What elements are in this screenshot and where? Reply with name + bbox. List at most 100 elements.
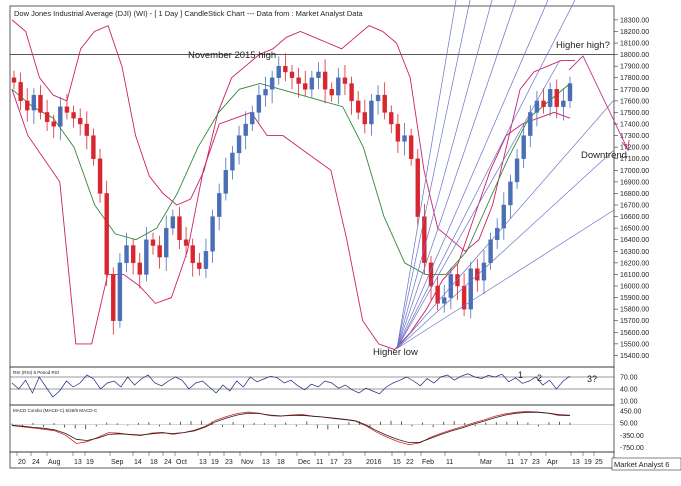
candle-body xyxy=(375,94,381,102)
candle-body xyxy=(455,274,460,287)
candle-body xyxy=(130,245,136,264)
candle-body xyxy=(230,152,235,171)
candle-body xyxy=(461,285,467,310)
candle-body xyxy=(177,216,182,240)
bollinger-upper-band xyxy=(11,19,575,252)
date-axis-label: Apr xyxy=(547,459,559,466)
price-axis-label: 15600.00 xyxy=(620,330,649,337)
price-axis-label: 18000.00 xyxy=(620,52,649,59)
date-axis-label: 17 xyxy=(520,459,528,466)
candle-body xyxy=(164,227,169,258)
november-high-label: November 2015 high xyxy=(188,50,276,61)
candle-body xyxy=(448,274,454,298)
candle-body xyxy=(64,106,70,113)
price-axis-label: 16300.00 xyxy=(620,249,649,256)
candle-body xyxy=(243,123,248,136)
fan-line xyxy=(396,0,576,349)
candle-body xyxy=(508,181,513,206)
candle-body xyxy=(236,135,242,154)
rsi-mark-1: 1 xyxy=(518,370,523,380)
date-axis-label: Feb xyxy=(422,459,434,466)
fan-line xyxy=(396,0,517,349)
date-axis-label: 14 xyxy=(134,459,142,466)
candle-body xyxy=(362,112,368,125)
fan-line xyxy=(396,99,615,349)
candle-body xyxy=(567,83,573,102)
date-axis-label: 23 xyxy=(344,459,352,466)
candle-body xyxy=(91,135,96,159)
candle-body xyxy=(336,77,341,96)
date-axis-label: 19 xyxy=(211,459,219,466)
candle-body xyxy=(197,262,202,269)
candle-body xyxy=(183,239,189,246)
candle-body xyxy=(435,285,440,304)
candle-body xyxy=(547,89,553,107)
price-axis-label: 16000.00 xyxy=(620,284,649,291)
candle-body xyxy=(104,193,109,275)
date-axis-label: 13 xyxy=(74,459,82,466)
rsi-panel-label: RSI (RSI) 5 Period RSI xyxy=(13,370,59,375)
candle-body xyxy=(521,135,526,159)
candle-body xyxy=(342,77,348,84)
candle-body xyxy=(541,100,546,107)
rsi-panel: 10.00 40.00 70.00 xyxy=(10,373,638,406)
price-axis-label: 17700.00 xyxy=(620,87,649,94)
candle-body xyxy=(223,170,229,194)
candle-body xyxy=(309,77,315,90)
fan-line xyxy=(396,59,561,349)
candle-body xyxy=(276,65,281,78)
date-axis-label: 24 xyxy=(32,459,40,466)
candle-body xyxy=(84,123,90,136)
rsi-axis-label: 40.00 xyxy=(620,387,638,394)
candle-body xyxy=(389,112,394,125)
date-axis-label: 13 xyxy=(199,459,207,466)
date-axis-label: Dec xyxy=(298,459,311,466)
price-axis-label: 18300.00 xyxy=(620,17,649,24)
candle-body xyxy=(256,94,262,113)
candle-body xyxy=(144,239,149,275)
candle-body xyxy=(31,94,37,111)
price-axis-label: 16100.00 xyxy=(620,272,649,279)
candle-body xyxy=(395,123,401,142)
price-axis-label: 16400.00 xyxy=(620,237,649,244)
brand-label: Market Analyst 6 xyxy=(614,460,669,469)
candle-body xyxy=(51,121,56,127)
price-axis-label: 18100.00 xyxy=(620,41,649,48)
price-axis: 15400.00 15500.00 15600.00 15700.00 15800.00… xyxy=(614,17,649,360)
candle-body xyxy=(402,135,407,142)
price-panel xyxy=(10,0,630,351)
rsi-line xyxy=(11,373,571,398)
chart-title: Dow Jones Industrial Average (DJI) (WI) … xyxy=(14,9,364,18)
fan-line xyxy=(396,0,471,349)
candle-body xyxy=(137,262,142,275)
candle-body xyxy=(58,106,63,127)
date-axis-label: 24 xyxy=(164,459,172,466)
candle-body xyxy=(329,89,334,96)
price-axis-label: 15900.00 xyxy=(620,295,649,302)
price-axis-label: 17900.00 xyxy=(620,64,649,71)
candle-body xyxy=(322,71,328,90)
candle-body xyxy=(289,71,295,78)
candle-body xyxy=(303,83,308,90)
higher-low-label: Higher low xyxy=(373,347,418,358)
candle-body xyxy=(97,158,103,194)
price-axis-label: 17100.00 xyxy=(620,156,649,163)
macd-axis-label: -350.00 xyxy=(620,433,644,440)
candle-body xyxy=(117,262,123,321)
date-axis-label: 11 xyxy=(316,459,323,466)
price-axis-label: 17800.00 xyxy=(620,75,649,82)
candle-body xyxy=(468,268,473,310)
fan-line xyxy=(396,0,549,349)
candle-body xyxy=(475,268,480,281)
candle-body xyxy=(44,112,50,122)
candle-body xyxy=(71,112,76,119)
candle-body xyxy=(250,112,255,125)
date-axis-label: 13 xyxy=(572,459,580,466)
downtrend-arrow xyxy=(568,55,629,151)
date-axis-label: 2016 xyxy=(366,459,382,466)
rsi-axis-label: 70.00 xyxy=(620,375,638,382)
candle-body xyxy=(38,94,43,113)
date-axis-label: Sep xyxy=(111,459,124,466)
price-axis-label: 17600.00 xyxy=(620,98,649,105)
